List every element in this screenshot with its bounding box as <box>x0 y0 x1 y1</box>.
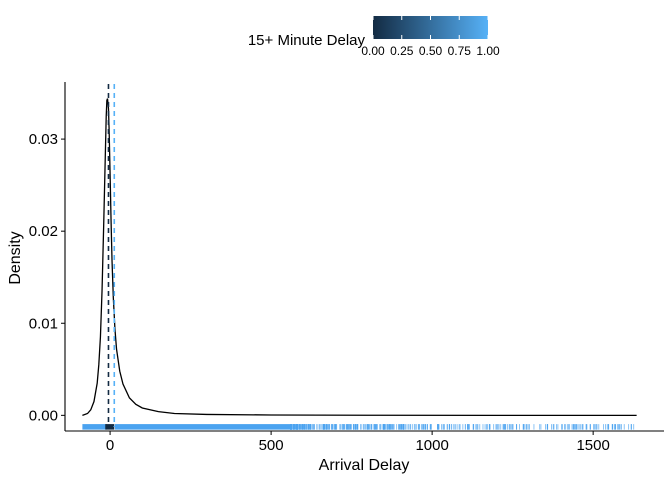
legend-tick-label: 0.50 <box>419 44 443 58</box>
x-tick-label: 0 <box>106 437 114 454</box>
y-tick-label: 0.02 <box>29 223 58 240</box>
x-tick-label: 1000 <box>415 437 448 454</box>
legend: 15+ Minute Delay 0.00 0.25 0.50 0.75 1.00 <box>248 16 500 58</box>
y-tick-label: 0.00 <box>29 407 58 424</box>
rug-dark-block <box>105 424 115 430</box>
rug-dense-band <box>114 424 291 430</box>
axes <box>64 82 664 432</box>
legend-title: 15+ Minute Delay <box>248 32 366 49</box>
y-axis-ticks: 0.00 0.01 0.02 0.03 <box>29 131 65 424</box>
density-series <box>82 98 637 417</box>
legend-tick-label: 0.00 <box>361 44 385 58</box>
legend-tick-label: 0.25 <box>390 44 414 58</box>
legend-colorbar <box>373 16 488 39</box>
reference-lines <box>107 84 116 427</box>
rug-marks <box>82 424 635 430</box>
rug-left-band <box>82 424 107 430</box>
legend-ticks: 0.00 0.25 0.50 0.75 1.00 <box>361 16 500 58</box>
x-tick-label: 500 <box>259 437 284 454</box>
x-axis-title: Arrival Delay <box>319 457 410 474</box>
density-curve <box>82 98 637 417</box>
x-tick-label: 1500 <box>576 437 609 454</box>
x-axis-ticks: 0 500 1000 1500 <box>106 431 610 454</box>
y-axis-title: Density <box>7 231 24 284</box>
y-tick-label: 0.03 <box>29 131 58 148</box>
y-tick-label: 0.01 <box>29 315 58 332</box>
legend-tick-label: 1.00 <box>476 44 500 58</box>
legend-tick-label: 0.75 <box>448 44 472 58</box>
